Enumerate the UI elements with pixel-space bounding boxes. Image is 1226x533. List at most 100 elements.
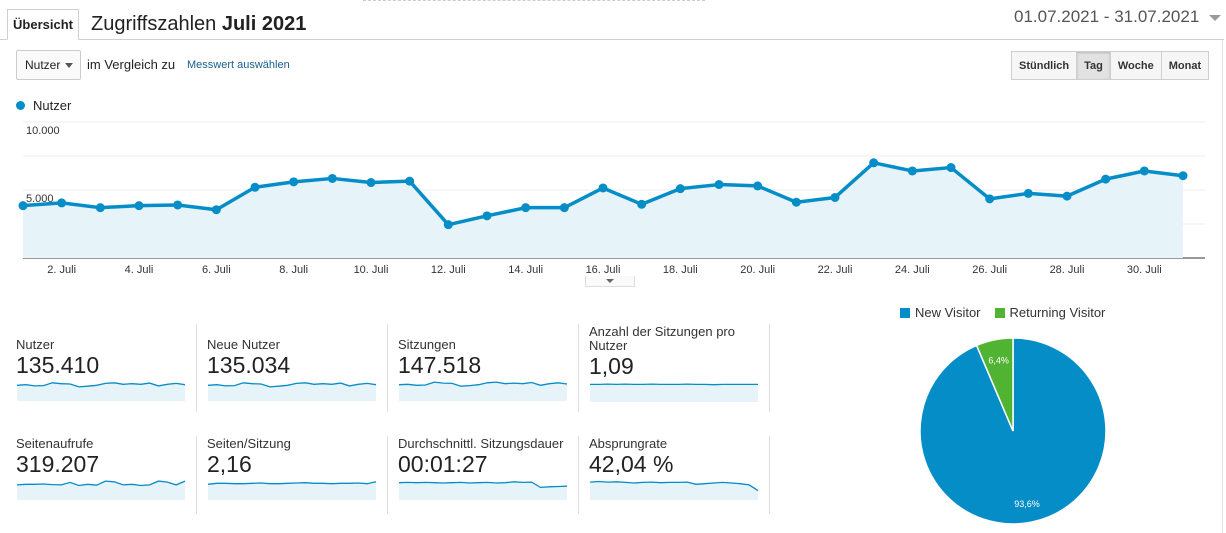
- kpi-label: Neue Nutzer: [207, 337, 280, 352]
- x-tick-label: 20. Juli: [740, 264, 775, 276]
- granularity-month-button[interactable]: Monat: [1160, 51, 1210, 80]
- kpi-tile[interactable]: Absprungrate 42,04 %: [589, 437, 764, 500]
- kpi-tile[interactable]: Nutzer 135.410: [16, 338, 191, 401]
- kpi-tile[interactable]: Seitenaufrufe 319.207: [16, 437, 191, 500]
- sparkline-area: [208, 382, 376, 401]
- kpi-value: 2,16: [207, 451, 252, 477]
- granularity-week-button[interactable]: Woche: [1109, 51, 1162, 80]
- kpi-sparkline: [589, 480, 759, 500]
- data-point: [327, 173, 337, 183]
- kpi-divider: [769, 324, 770, 412]
- data-point: [95, 203, 105, 213]
- x-tick-label: 30. Juli: [1127, 264, 1162, 276]
- kpi-sparkline: [590, 383, 758, 402]
- kpi-tile[interactable]: Seiten/Sitzung 2,16: [207, 437, 382, 500]
- kpi-tile[interactable]: Anzahl der Sitzungen pro Nutzer 1,09: [589, 325, 764, 402]
- kpi-label: Absprungrate: [589, 436, 668, 451]
- page-title: Zugriffszahlen Juli 2021: [91, 13, 306, 36]
- legend-swatch-icon: [900, 308, 910, 318]
- date-range-picker[interactable]: 01.07.2021 - 31.07.2021: [1014, 7, 1222, 27]
- data-point: [675, 184, 685, 194]
- data-point: [289, 177, 299, 187]
- kpi-tile[interactable]: Sitzungen 147.518: [398, 338, 573, 401]
- kpi-value: 1,09: [589, 353, 634, 379]
- kpi-sparkline: [207, 382, 377, 401]
- data-point: [598, 183, 608, 193]
- kpi-tile[interactable]: Durchschnittl. Sitzungsdauer 00:01:27: [398, 437, 573, 500]
- kpi-sparkline: [16, 382, 186, 401]
- kpi-divider: [387, 436, 388, 514]
- pie-slice-returning-visitor: [975, 337, 1014, 432]
- page-title-prefix: Zugriffszahlen: [91, 13, 217, 35]
- series-area: [23, 162, 1183, 258]
- granularity-day-button[interactable]: Tag: [1076, 51, 1111, 80]
- header-divider: [0, 39, 1224, 40]
- data-point: [57, 198, 67, 208]
- kpi-label: Seiten/Sitzung: [207, 436, 291, 451]
- pie-label-returning-visitor: 6,4%: [988, 355, 1009, 365]
- sparkline-line: [16, 382, 186, 388]
- page-title-period: Juli 2021: [221, 13, 307, 35]
- kpi-divider: [196, 324, 197, 412]
- sparkline-area: [17, 382, 185, 401]
- x-tick-label: 12. Juli: [431, 264, 466, 276]
- visitor-type-pie-chart: 93,6% 6,4%: [919, 337, 1107, 525]
- sparkline-area: [399, 481, 567, 500]
- y-tick-label: 5.000: [26, 193, 54, 205]
- kpi-value: 135.410: [16, 352, 100, 378]
- sparkline-line: [590, 383, 758, 386]
- x-tick-label: 22. Juli: [818, 264, 853, 276]
- kpi-label: Nutzer: [16, 337, 55, 352]
- data-point: [985, 194, 995, 204]
- metric-select[interactable]: Nutzer: [16, 50, 81, 80]
- kpi-sparkline: [398, 481, 568, 500]
- compare-label: im Vergleich zu: [87, 57, 176, 72]
- kpi-divider: [387, 324, 388, 412]
- x-tick-label: 24. Juli: [895, 264, 930, 276]
- pie-legend-label-new: New Visitor: [915, 305, 981, 320]
- data-point: [753, 181, 763, 191]
- panel-border: [1222, 40, 1223, 533]
- data-point: [134, 201, 144, 211]
- kpi-tile[interactable]: Neue Nutzer 135.034: [207, 338, 382, 401]
- data-point: [366, 178, 376, 188]
- sparkline-area: [208, 481, 376, 500]
- data-point: [830, 192, 840, 202]
- chevron-down-icon: [65, 63, 73, 68]
- sparkline-area: [590, 384, 758, 402]
- x-tick-label: 14. Juli: [508, 264, 543, 276]
- kpi-label: Anzahl der Sitzungen pro Nutzer: [589, 324, 735, 353]
- data-point: [637, 199, 647, 209]
- kpi-divider: [769, 436, 770, 514]
- data-point: [211, 205, 221, 215]
- header-dashed-line: [363, 0, 705, 1]
- x-tick-label: 16. Juli: [586, 264, 621, 276]
- data-point: [443, 220, 453, 230]
- pie-legend-item-returning: Returning Visitor: [994, 305, 1105, 320]
- legend-dot-icon: [16, 101, 25, 110]
- pie-legend-item-new: New Visitor: [900, 305, 981, 320]
- x-tick-label: 18. Juli: [663, 264, 698, 276]
- kpi-value: 00:01:27: [398, 451, 488, 477]
- granularity-buttons: Stündlich Tag Woche Monat: [1011, 51, 1210, 80]
- data-point: [714, 180, 724, 190]
- sparkline-area: [590, 481, 758, 500]
- kpi-divider: [578, 436, 579, 514]
- pick-metric-link[interactable]: Messwert auswählen: [187, 59, 290, 71]
- data-point: [18, 201, 28, 211]
- granularity-hourly-button[interactable]: Stündlich: [1011, 51, 1078, 80]
- sparkline-line: [398, 481, 568, 489]
- data-point: [173, 200, 183, 210]
- kpi-divider: [196, 436, 197, 514]
- data-point: [1101, 174, 1111, 184]
- collapse-chart-button[interactable]: [585, 276, 635, 287]
- tab-overview[interactable]: Übersicht: [7, 9, 79, 40]
- kpi-value: 147.518: [398, 352, 482, 378]
- date-range-text: 01.07.2021 - 31.07.2021: [1014, 7, 1200, 26]
- kpi-value: 135.034: [207, 352, 291, 378]
- kpi-sparkline: [207, 481, 377, 500]
- users-line-chart: 10.000 5.000 2. Juli 4. Juli 6. Juli 8. Juli 1…: [18, 121, 1205, 276]
- sparkline-line: [16, 480, 186, 487]
- data-point: [1178, 171, 1188, 181]
- x-tick-label: 28. Juli: [1050, 264, 1085, 276]
